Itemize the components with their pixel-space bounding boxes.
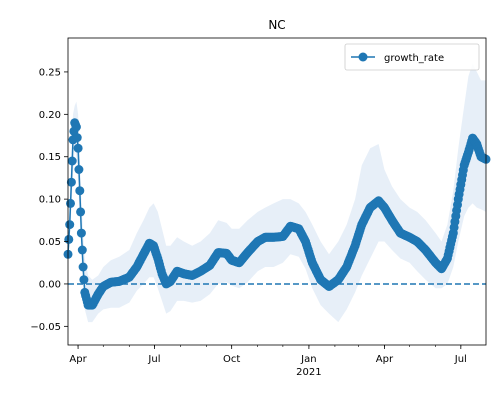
- data-point: [72, 133, 82, 143]
- y-tick-label: 0.00: [39, 279, 61, 290]
- data-point: [79, 275, 89, 285]
- data-point: [71, 122, 81, 132]
- y-tick-label: 0.15: [39, 152, 61, 163]
- data-point: [76, 228, 86, 238]
- data-point: [66, 198, 75, 208]
- series-markers: [63, 118, 491, 310]
- data-point: [78, 262, 88, 272]
- data-point: [64, 234, 74, 244]
- legend: growth_rate: [344, 43, 480, 71]
- confidence-band: [68, 63, 486, 323]
- x-tick-label: Jul: [454, 354, 467, 365]
- data-point: [66, 177, 76, 187]
- legend-entry-growth-rate: growth_rate: [384, 53, 444, 64]
- chart-title: NC: [268, 18, 285, 32]
- data-point: [73, 143, 83, 153]
- legend-box: [344, 43, 480, 71]
- y-tick-label: 0.25: [39, 67, 61, 78]
- x-tick-label: Apr: [376, 354, 394, 365]
- y-axis: −0.05 0.00 0.05 0.10 0.15 0.20 0.25: [30, 67, 68, 333]
- data-point: [77, 245, 87, 255]
- x-year-label: 2021: [296, 367, 321, 378]
- legend-marker: [358, 52, 368, 62]
- x-tick-label: Oct: [223, 354, 240, 365]
- data-point: [67, 156, 77, 166]
- plot-area: [63, 63, 491, 323]
- y-tick-label: 0.05: [39, 237, 61, 248]
- x-tick-label: Apr: [69, 354, 87, 365]
- data-point: [76, 207, 86, 217]
- data-point: [65, 220, 75, 230]
- data-point: [75, 186, 85, 196]
- y-tick-label: 0.20: [39, 110, 61, 121]
- y-tick-label: −0.05: [30, 322, 61, 333]
- x-tick-label: Jan: [300, 354, 316, 365]
- data-point: [74, 165, 84, 174]
- x-axis: Apr Jul Oct Jan Apr Jul 2021: [69, 345, 467, 378]
- plot-frame: [67, 37, 487, 346]
- x-tick-label: Jul: [147, 354, 160, 365]
- y-tick-label: 0.10: [39, 195, 61, 206]
